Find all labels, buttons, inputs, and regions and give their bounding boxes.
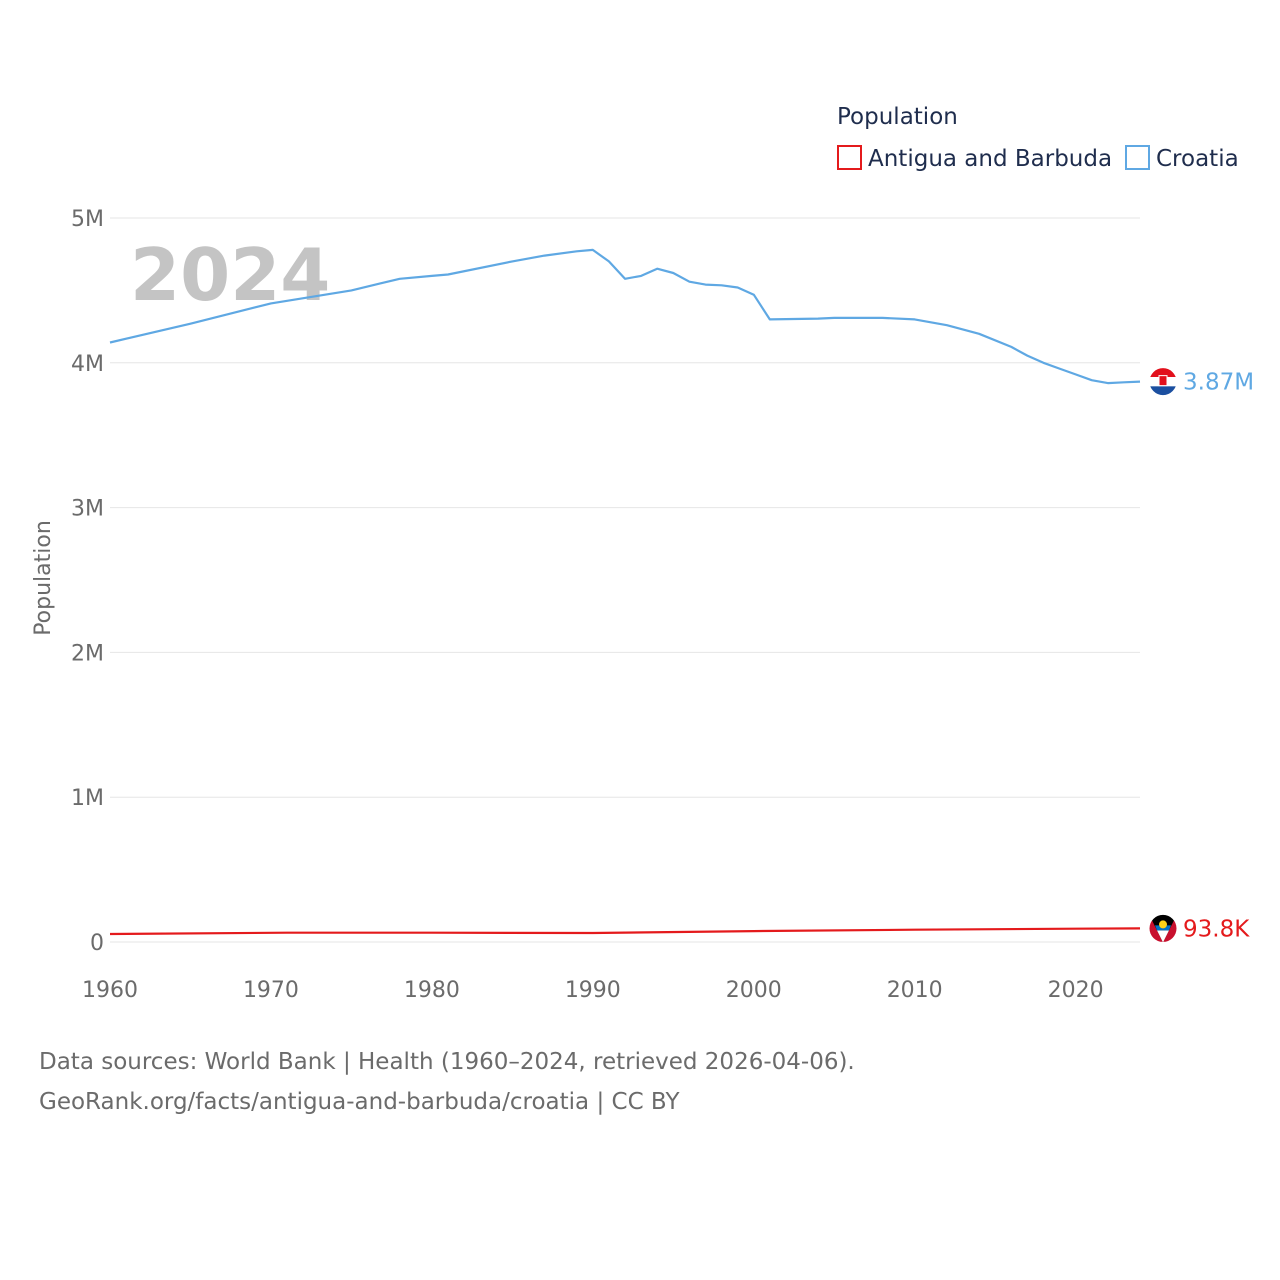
y-axis-ticks: 0 1M 2M 3M 4M 5M [71,207,104,956]
end-label-antigua-and-barbuda: 93.8K [1183,916,1250,942]
x-tick-label-2000: 2000 [726,978,782,1003]
x-tick-label-1960: 1960 [82,978,138,1003]
y-tick-label-4m: 4M [71,352,104,377]
x-tick-label-2010: 2010 [887,978,943,1003]
x-axis-ticks: 1960 1970 1980 1990 2000 2010 2020 [82,978,1104,1003]
legend-swatch-antigua-and-barbuda [837,145,862,170]
x-tick-label-1980: 1980 [404,978,460,1003]
antigua-and-barbuda-flag-icon [1148,913,1178,943]
series-line-croatia[interactable] [109,248,1141,385]
y-tick-label-5m: 5M [71,207,104,232]
grid-lines [110,217,1140,943]
x-tick-label-1970: 1970 [243,978,299,1003]
x-tick-label-2020: 2020 [1048,978,1104,1003]
legend-label-antigua-and-barbuda: Antigua and Barbuda [868,146,1112,172]
footer: Data sources: World Bank | Health (1960–… [39,1042,855,1122]
legend-item-croatia[interactable]: Croatia [1125,145,1239,172]
data-sources-text: Data sources: World Bank | Health (1960–… [39,1049,855,1075]
series-end-labels: 93.8K 3.87M [1148,367,1254,943]
end-label-croatia: 3.87M [1183,370,1254,396]
y-tick-label-0: 0 [90,931,104,956]
y-tick-label-3m: 3M [71,497,104,522]
legend-item-antigua-and-barbuda[interactable]: Antigua and Barbuda [837,145,1112,172]
legend-title: Population [837,104,958,130]
y-tick-label-2m: 2M [71,641,104,666]
source-url-text: GeoRank.org/facts/antigua-and-barbuda/cr… [39,1089,680,1115]
croatia-flag-icon [1148,367,1178,397]
y-tick-label-1m: 1M [71,786,104,811]
year-label: 2024 [130,233,330,317]
population-line-chart: 0 1M 2M 3M 4M 5M 1960 1970 1980 1990 2000 2010 2020… [31,104,1254,1003]
x-tick-label-1990: 1990 [565,978,621,1003]
legend-label-croatia: Croatia [1156,146,1239,172]
series-lines [109,248,1141,936]
legend-swatch-croatia [1125,145,1150,170]
series-line-antigua-and-barbuda[interactable] [109,927,1141,936]
legend: Population Antigua and Barbuda Croatia [837,104,1239,172]
y-axis-title: Population [31,520,56,636]
